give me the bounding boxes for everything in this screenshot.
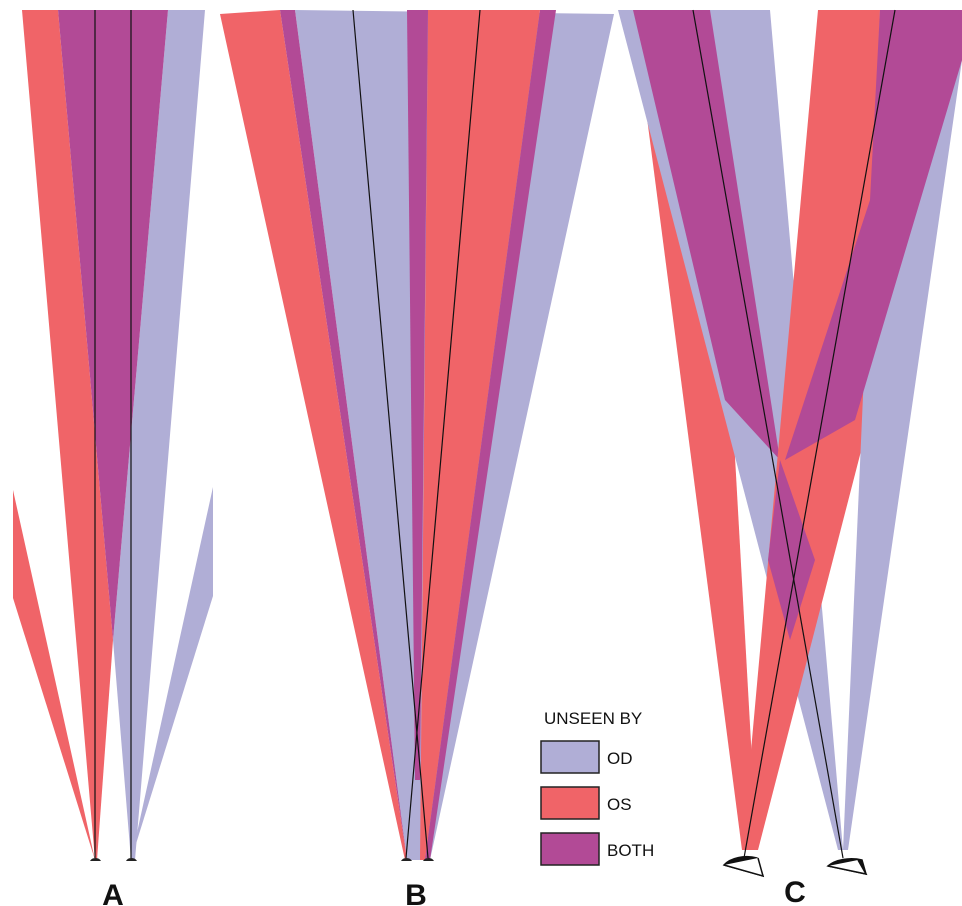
panel-a-od-region (113, 10, 205, 860)
legend-item-os: OS (540, 786, 632, 820)
legend-title: UNSEEN BY (544, 709, 642, 728)
panel-a-od-eye-icon (126, 857, 137, 861)
panel-c-os-left-region (633, 10, 757, 850)
panel-b-both-left-region (280, 10, 407, 860)
panel-a-label: A (102, 879, 124, 906)
legend-label-os: OS (607, 795, 632, 814)
legend-label-both: BOTH (607, 841, 654, 860)
panel-c-od-sightline (692, 9, 844, 859)
panel-b-os-sightline (405, 9, 481, 859)
panel-b-od-sightline (352, 9, 429, 859)
panel-c-both-crossing-region (768, 460, 815, 640)
panel-c: C (618, 9, 962, 906)
panel-b: B (220, 9, 614, 906)
panel-c-both-right-region (785, 10, 962, 460)
panel-b-os-right-region (420, 10, 540, 860)
panel-b-both-right-region (425, 10, 556, 860)
panel-a: A (13, 10, 213, 906)
panel-a-od-lower-region (131, 487, 213, 860)
legend-swatch-od (540, 740, 600, 774)
panel-a-os-eye-icon (90, 857, 101, 861)
panel-b-both-center-region (407, 10, 428, 780)
legend-label-od: OD (607, 749, 633, 768)
legend-swatch-both (540, 832, 600, 866)
panel-c-os-sightline (743, 9, 896, 859)
legend: UNSEEN BY OD OS BOTH (540, 709, 654, 866)
panel-a-both-region (58, 10, 168, 640)
panel-b-os-left-region (220, 10, 407, 860)
legend-item-both: BOTH (540, 832, 654, 866)
panel-b-os-eye-icon (401, 857, 412, 861)
panel-c-os-eye-lens (723, 857, 765, 878)
legend-item-od: OD (540, 740, 633, 774)
panel-b-od-eye-icon (423, 857, 434, 861)
panel-c-both-left-region (633, 10, 780, 460)
panel-b-label: B (405, 879, 427, 906)
panel-c-label: C (784, 876, 806, 906)
panel-a-os-lower-region (13, 490, 95, 860)
panel-c-od-eye-lens (827, 859, 868, 876)
legend-swatch-os (540, 786, 600, 820)
panel-a-os-region (22, 10, 113, 860)
